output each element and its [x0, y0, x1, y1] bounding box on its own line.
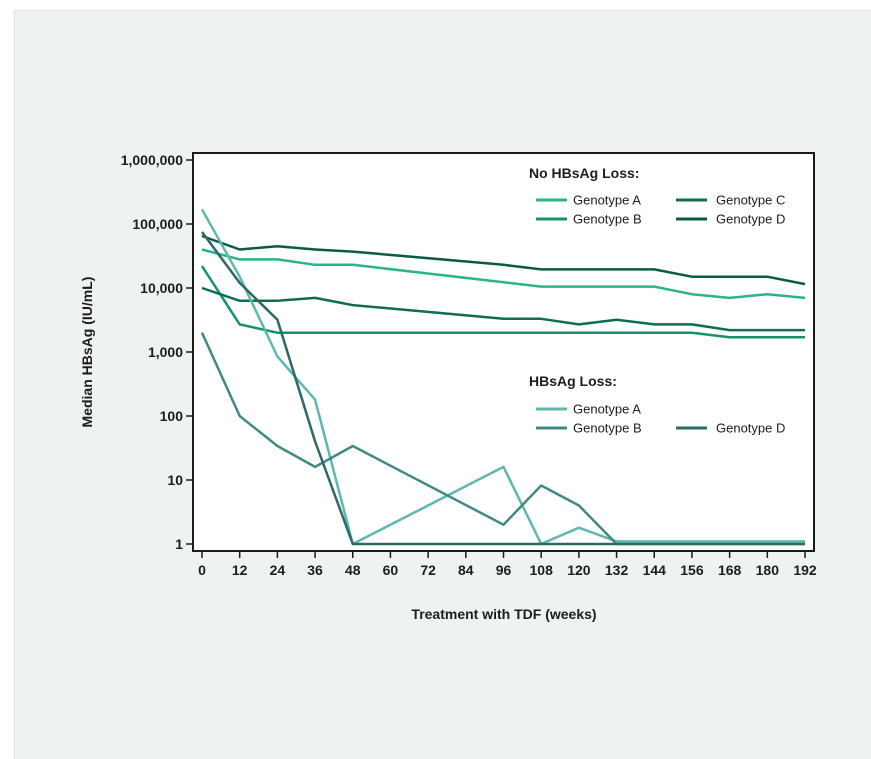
legend-label: Genotype A	[573, 193, 641, 208]
x-tick-label: 168	[718, 562, 742, 578]
series-line-6	[200, 332, 805, 546]
legend-title: No HBsAg Loss:	[529, 165, 639, 181]
x-tick-label: 156	[680, 562, 704, 578]
x-tick-label: 0	[198, 562, 206, 578]
x-tick-label: 48	[345, 562, 361, 578]
y-tick-label: 1,000	[148, 344, 183, 360]
series-line-7	[200, 231, 805, 546]
y-tick-label: 10,000	[140, 280, 183, 296]
y-axis-title: Median HBsAg (IU/mL)	[79, 277, 95, 428]
legend-label: Genotype C	[716, 193, 785, 208]
x-tick-label: 144	[643, 562, 667, 578]
legend-label: Genotype A	[573, 402, 641, 417]
y-tick-label: 10	[167, 472, 183, 488]
legend-label: Genotype D	[716, 212, 785, 227]
x-tick-label: 96	[496, 562, 512, 578]
x-tick-label: 192	[793, 562, 817, 578]
x-tick-label: 132	[605, 562, 629, 578]
x-tick-label: 180	[756, 562, 780, 578]
x-tick-label: 72	[420, 562, 436, 578]
x-axis-title: Treatment with TDF (weeks)	[411, 606, 596, 622]
series-line-2	[200, 265, 805, 339]
x-tick-label: 24	[270, 562, 286, 578]
y-tick-label: 1,000,000	[121, 152, 183, 168]
x-tick-label: 12	[232, 562, 248, 578]
y-tick-label: 100,000	[132, 216, 183, 232]
series-line-5	[200, 208, 805, 546]
legend-label: Genotype B	[573, 421, 642, 436]
y-tick-label: 100	[160, 408, 184, 424]
x-tick-label: 108	[530, 562, 554, 578]
plot-area	[192, 152, 815, 552]
x-tick-label: 120	[567, 562, 591, 578]
x-tick-label: 60	[383, 562, 399, 578]
y-tick-label: 1	[175, 536, 183, 552]
legend-label: Genotype B	[573, 212, 642, 227]
x-tick-label: 84	[458, 562, 474, 578]
series-line-3	[201, 286, 805, 332]
series-line-4	[201, 234, 806, 286]
series-line-1	[201, 248, 806, 300]
legend-label: Genotype D	[716, 421, 785, 436]
legend-title: HBsAg Loss:	[529, 373, 617, 389]
x-tick-label: 36	[307, 562, 323, 578]
